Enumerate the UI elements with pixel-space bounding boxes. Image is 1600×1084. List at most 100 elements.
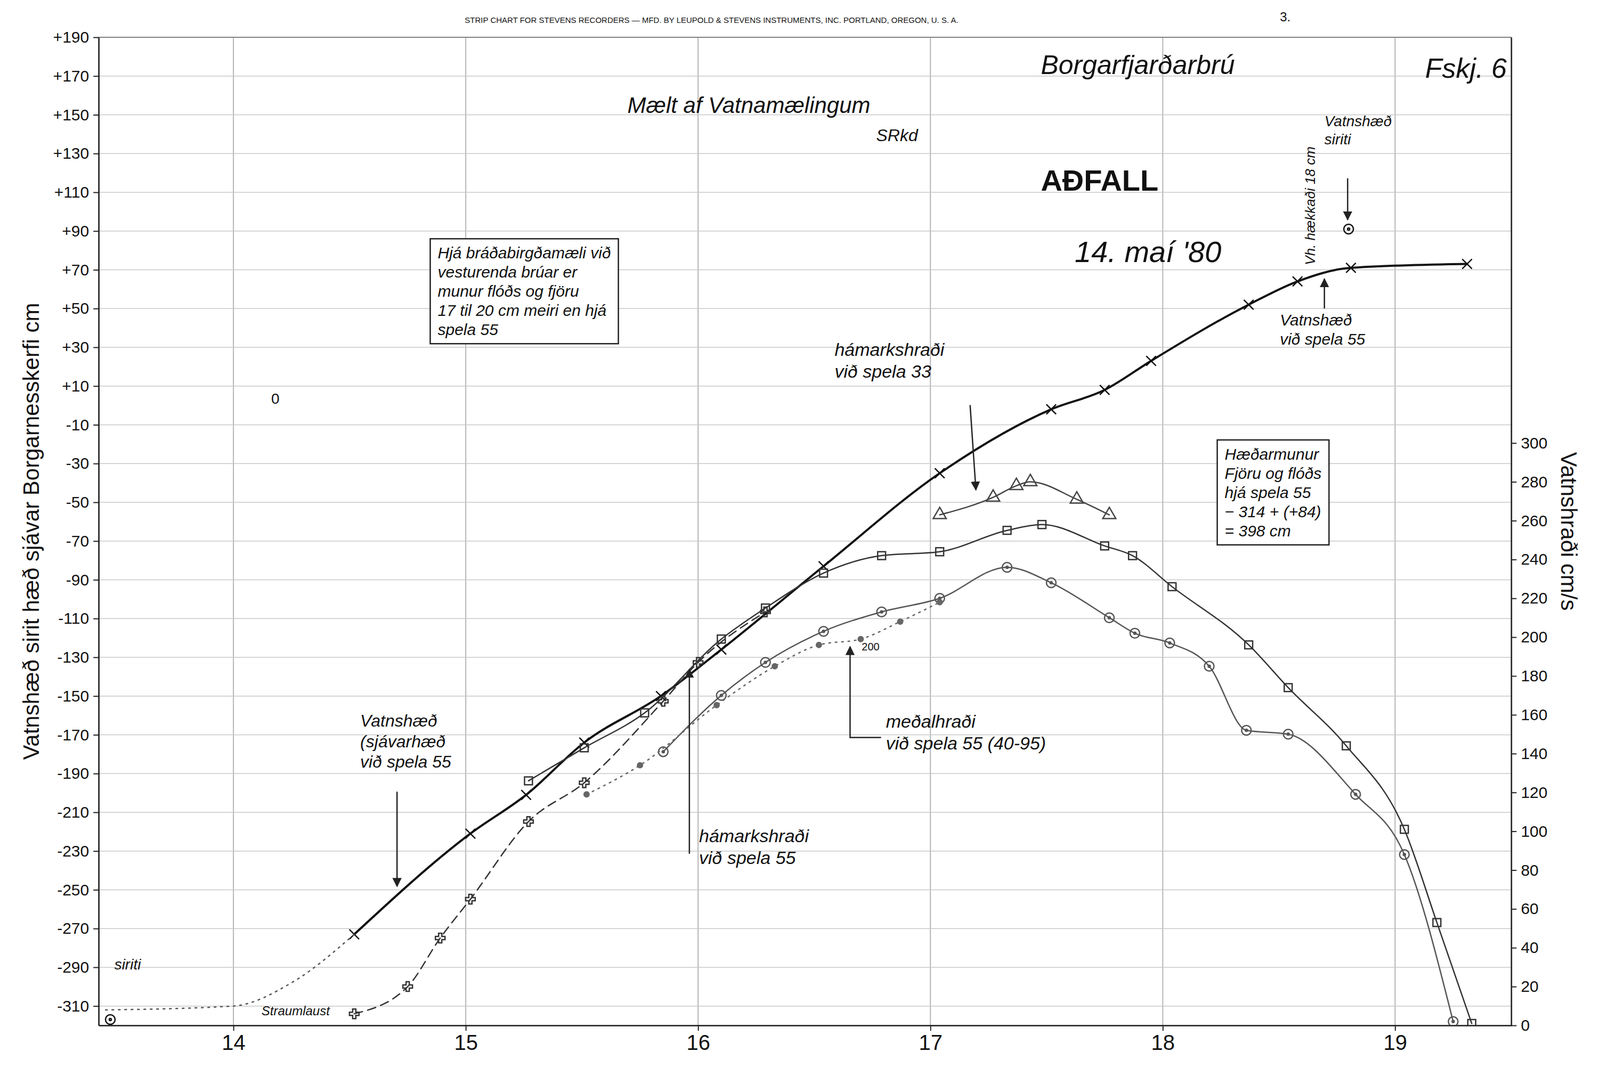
series-marker	[1244, 299, 1254, 310]
grid-line-y	[98, 734, 1512, 736]
grid-line-y	[98, 967, 1512, 969]
series-marker	[402, 981, 413, 992]
y2-axis-tick-label: 220	[1520, 589, 1548, 607]
annotation: SRkd	[876, 125, 919, 145]
y-axis-tick-label: -90	[66, 571, 89, 589]
y-axis-tick: -190	[57, 764, 99, 783]
series-marker	[1164, 638, 1175, 648]
series-marker	[1342, 742, 1351, 751]
y2-axis-tick-mark	[1511, 520, 1517, 522]
series-marker	[772, 663, 777, 669]
y-axis-tick-mark	[93, 501, 99, 503]
grid-line-y	[98, 424, 1512, 426]
annotation: HæðarmunurFjöru og flóðshjá spela 55− 31…	[1217, 440, 1330, 546]
y-axis-tick: -150	[57, 687, 99, 705]
y-axis-tick-label: +30	[61, 338, 89, 356]
y2-axis: 0204060801001201401601802002202402602803…	[1511, 37, 1548, 1035]
y-axis-tick-label: -250	[57, 880, 89, 899]
x-axis-tick-mark	[930, 1025, 932, 1031]
series-marker	[818, 626, 829, 637]
series-marker	[877, 551, 886, 560]
y2-axis-tick-label: 20	[1520, 977, 1539, 996]
y-axis-tick-label: -270	[57, 919, 89, 938]
y2-axis-tick-mark	[1511, 753, 1517, 755]
y-axis-tick-label: +110	[54, 183, 89, 201]
y-axis-tick-mark	[93, 656, 99, 659]
series-marker	[579, 777, 590, 788]
annotation-text: Mælt af Vatnamælingum	[627, 92, 871, 118]
y-axis-tick-mark	[93, 191, 99, 193]
series-marker	[1204, 661, 1215, 672]
series	[524, 520, 1476, 1026]
x-axis-line	[99, 1025, 1512, 1027]
title: Borgarfjarðarbrú	[1040, 50, 1235, 80]
annotation-text: HæðarmunurFjöru og flóðshjá spela 55− 31…	[1224, 445, 1322, 540]
annotation: Vh. hækkaði 18 cm	[1302, 146, 1319, 266]
annotation-text: Vatnshæðsiriti	[1324, 112, 1393, 148]
annotation-arrow	[688, 669, 691, 855]
y-axis-tick-mark	[93, 308, 99, 310]
x-axis-tick-label: 14	[221, 1030, 246, 1055]
y2-axis-tick: 20	[1511, 977, 1539, 996]
y2-axis-tick-mark	[1511, 831, 1517, 833]
y2-axis-tick: 80	[1511, 861, 1539, 880]
grid-line-x	[1162, 37, 1164, 1026]
grid-line-x	[697, 37, 699, 1026]
y2-axis-tick-label: 240	[1520, 550, 1548, 568]
y-axis-tick: +150	[53, 106, 100, 124]
annotation-text: 14. maí '80	[1074, 234, 1222, 269]
y-axis-tick-label: +50	[61, 299, 89, 318]
annotation: 0	[271, 390, 280, 408]
y-axis-tick-mark	[93, 540, 99, 542]
grid-line-y	[98, 75, 1512, 77]
series-marker	[1100, 541, 1109, 550]
y-axis-tick: +190	[53, 28, 100, 46]
annotation: hámarkshraðivið spela 55	[689, 669, 810, 868]
y-axis-tick-mark	[93, 889, 99, 891]
y-axis-tick: +30	[61, 338, 99, 356]
y2-axis-tick-label: 40	[1520, 938, 1539, 957]
series-marker	[1128, 551, 1137, 560]
x-axis-tick-mark	[233, 1025, 235, 1031]
series-marker	[1399, 849, 1410, 860]
y2-axis-tick-label: 0	[1520, 1016, 1530, 1035]
grid-line-y	[98, 811, 1512, 814]
y2-axis-tick: 260	[1511, 512, 1548, 530]
annotation: Fskj. 6	[1425, 52, 1507, 84]
y2-axis-tick: 160	[1511, 705, 1548, 724]
annotation-arrow	[970, 405, 977, 491]
annotation: Vatnshæðsiriti	[1324, 112, 1393, 220]
y2-axis-tick-label: 280	[1520, 473, 1548, 491]
y-axis-tick-mark	[93, 967, 99, 969]
series-marker	[716, 644, 727, 655]
series-marker	[1104, 613, 1115, 623]
y2-axis-tick: 60	[1511, 899, 1539, 918]
y-axis-tick-mark	[93, 928, 99, 930]
y2-axis-tick-label: 200	[1520, 628, 1548, 646]
annotation: Hjá bráðabirgðamæli viðvesturenda brúar …	[429, 238, 619, 344]
series-line	[528, 524, 1472, 1025]
grid-line-y	[98, 850, 1512, 852]
y-axis-tick: -170	[57, 726, 99, 744]
series-marker	[465, 894, 476, 905]
x-axis-tick-mark	[465, 1025, 467, 1031]
y-axis-tick-mark	[93, 424, 99, 426]
x-axis-tick: 18	[1151, 1025, 1176, 1055]
series-marker	[583, 792, 589, 798]
series-marker	[1244, 640, 1253, 649]
y-axis-tick: -10	[66, 416, 99, 434]
y-axis-tick-label: +10	[61, 377, 89, 395]
series-marker	[1432, 918, 1441, 927]
series-marker	[1046, 578, 1057, 588]
series-marker	[1283, 729, 1294, 739]
y-axis-tick: +70	[61, 261, 99, 279]
grid-line-y	[98, 191, 1512, 193]
grid-line-x	[1394, 37, 1396, 1026]
y-axis-tick-mark	[93, 230, 99, 232]
series-marker	[435, 933, 445, 944]
y2-axis-tick: 240	[1511, 550, 1548, 568]
annotation-text: STRIP CHART FOR STEVENS RECORDERS — MFD.…	[464, 15, 958, 25]
y2-axis-tick-label: 180	[1520, 667, 1548, 685]
y-axis-tick-label: -190	[57, 764, 89, 783]
series-marker	[1037, 520, 1046, 529]
